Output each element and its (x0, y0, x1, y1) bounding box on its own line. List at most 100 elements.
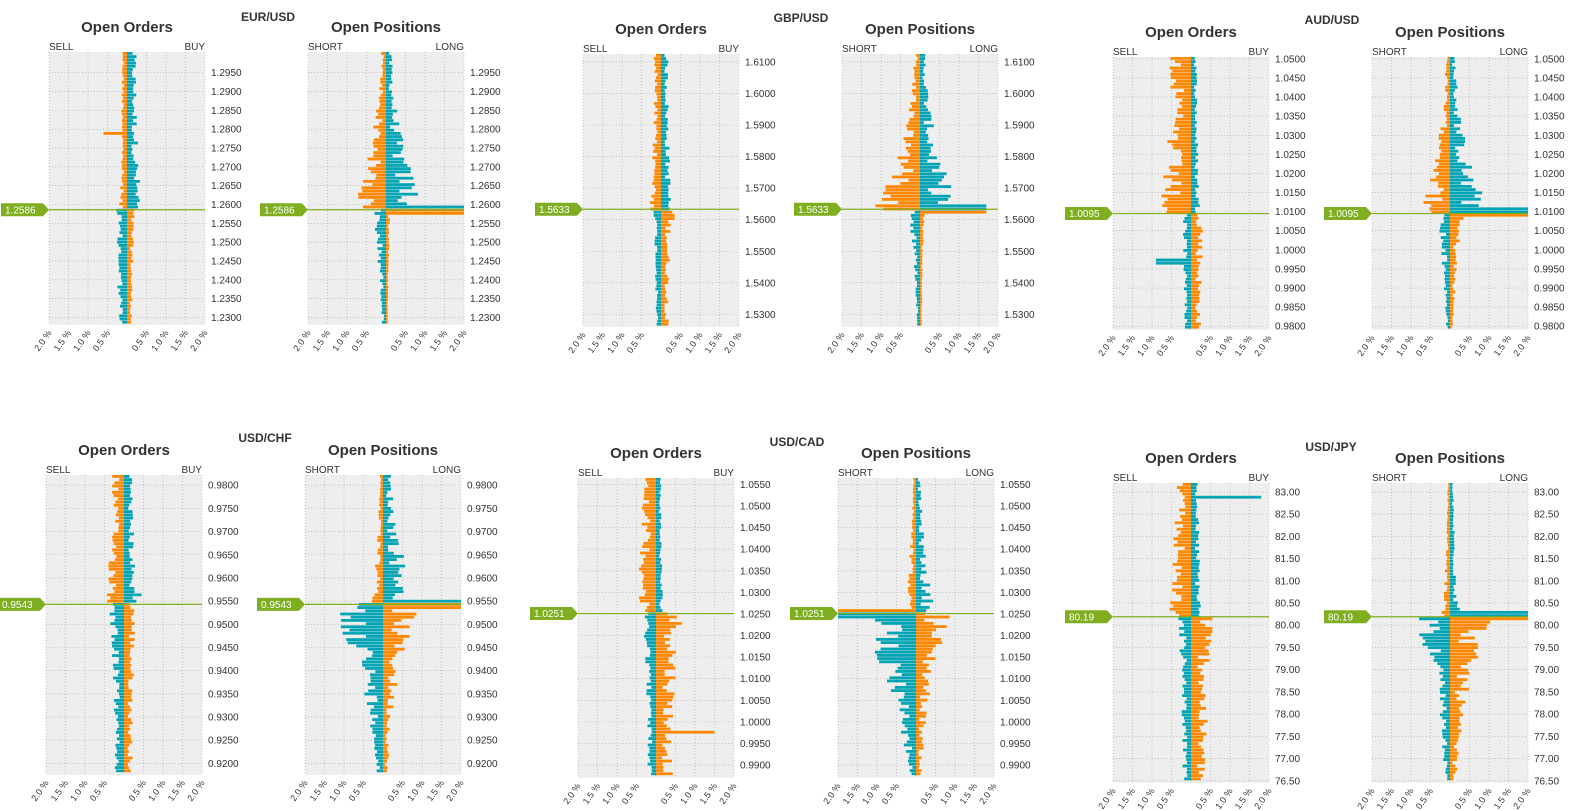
bar-right (124, 615, 132, 619)
bar-left (379, 500, 383, 504)
bar-left (376, 695, 383, 699)
y-tick-label: 1.0400 (740, 545, 771, 556)
bar-left (122, 173, 127, 177)
bar-right (656, 692, 675, 696)
bar-left (372, 727, 383, 731)
chart-title: Open Orders (81, 19, 173, 36)
bar-left (916, 242, 920, 246)
x-tick-label: 1.0 % (330, 328, 351, 353)
bar-right (1450, 277, 1456, 281)
y-tick-label: 1.2800 (470, 125, 501, 136)
bar-left (365, 635, 383, 638)
bar-left (103, 132, 127, 135)
bar-left (116, 718, 124, 721)
bar-right (1450, 611, 1528, 614)
bar-left (900, 663, 916, 667)
bar-left (121, 160, 127, 164)
bar-left (915, 95, 920, 99)
bar-left (1183, 268, 1191, 271)
bar-right (386, 151, 401, 154)
bar-right (1450, 114, 1458, 118)
bar-right (1450, 761, 1453, 765)
bar-left (1440, 191, 1450, 195)
bar-right (661, 214, 675, 217)
bar-left (340, 625, 383, 629)
chart-title: Open Positions (331, 19, 441, 36)
bar-right (656, 698, 673, 702)
bar-right (386, 80, 393, 84)
bar-right (661, 169, 668, 172)
bar-right (656, 503, 660, 507)
pair-label: USD/CAD (770, 435, 825, 449)
bar-right (1450, 181, 1461, 185)
bar-right (124, 769, 131, 773)
bar-left (911, 143, 920, 147)
bar-right (127, 148, 133, 151)
bar-left (642, 545, 656, 548)
bar-left (913, 494, 916, 497)
bar-left (121, 192, 127, 196)
bar-right (383, 574, 402, 577)
bar-left (1444, 274, 1450, 278)
bar-left (349, 628, 383, 632)
bar-left (380, 555, 383, 558)
bar-left (646, 481, 656, 484)
bar-right (920, 223, 924, 227)
bar-right (916, 609, 927, 612)
bar-right (920, 249, 923, 252)
bar-left (115, 571, 124, 574)
bar-left (1447, 489, 1450, 493)
bar-left (650, 650, 656, 654)
bar-left (655, 105, 661, 108)
right-side-label: BUY (184, 42, 205, 53)
bar-right (1191, 675, 1204, 678)
bar-left (1423, 201, 1450, 204)
bar-right (124, 526, 131, 529)
bar-right (916, 522, 922, 526)
bar-right (1191, 322, 1201, 326)
bar-left (1442, 735, 1450, 739)
bar-left (645, 631, 656, 635)
bar-right (124, 676, 133, 680)
bar-right (920, 79, 925, 83)
bar-right (916, 490, 922, 494)
bar-right (916, 666, 927, 670)
bar-left (913, 169, 920, 172)
bar-left (377, 574, 383, 577)
bar-right (127, 263, 131, 266)
bar-left (115, 500, 124, 504)
y-tick-label: 1.0500 (1275, 54, 1306, 65)
bar-right (1450, 153, 1456, 156)
bar-right (1191, 505, 1198, 509)
bar-left (380, 160, 386, 164)
bar-left (1181, 598, 1191, 601)
bar-right (661, 89, 665, 92)
bar-left (116, 756, 124, 760)
bar-left (1439, 697, 1450, 701)
bar-right (386, 167, 411, 170)
bar-right (920, 89, 928, 92)
bar-right (383, 593, 395, 597)
bar-left (108, 567, 124, 571)
bar-right (920, 111, 931, 115)
bar-left (656, 303, 661, 307)
bar-left (112, 475, 124, 478)
bar-right (1191, 229, 1203, 233)
bar-right (124, 622, 135, 625)
bar-left (1170, 85, 1191, 89)
bar-left (651, 698, 656, 702)
bar-right (1191, 591, 1199, 595)
bar-right (124, 731, 129, 734)
bar-left (1446, 300, 1450, 303)
bar-right (916, 503, 920, 507)
bar-left (1445, 101, 1450, 105)
bar-left (904, 692, 916, 696)
bar-left (382, 308, 386, 311)
bar-left (122, 128, 127, 132)
bar-right (1191, 293, 1200, 297)
bar-left (112, 663, 124, 667)
bar-left (1175, 591, 1191, 595)
bar-right (661, 322, 669, 326)
bar-right (916, 494, 921, 497)
y-tick-label: 1.2350 (470, 294, 501, 305)
